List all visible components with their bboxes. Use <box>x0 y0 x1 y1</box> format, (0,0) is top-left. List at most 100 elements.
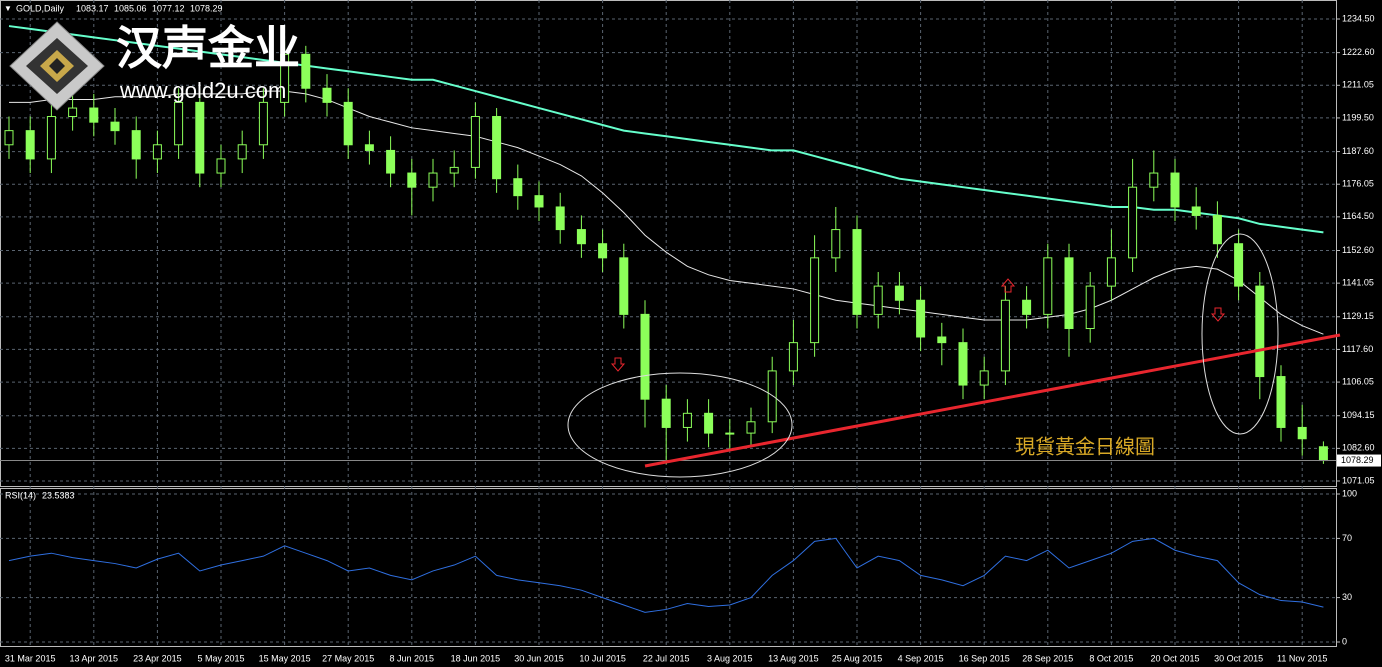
candle-body <box>1149 172 1159 188</box>
y-tick-label: 1071.05 <box>1342 475 1375 485</box>
candle-body <box>301 53 311 89</box>
y-tick-label: 30 <box>1342 592 1352 602</box>
candle-body <box>513 178 523 197</box>
y-tick-label: 1082.60 <box>1342 443 1375 453</box>
candle-body <box>598 243 608 259</box>
y-tick-label: 1176.05 <box>1342 179 1374 189</box>
candle-body <box>470 116 480 168</box>
candle-body <box>258 101 268 146</box>
candle-body <box>810 257 820 344</box>
candle-body <box>831 229 841 259</box>
candle-body <box>46 116 56 160</box>
line <box>9 90 1324 335</box>
candle-body <box>4 130 14 146</box>
main-pane <box>0 0 1337 487</box>
arrow-down <box>610 357 626 372</box>
candle-body <box>555 206 565 231</box>
logo <box>9 21 105 111</box>
x-tick-label: 18 Jun 2015 <box>451 653 501 663</box>
close: 1078.29 <box>190 3 223 13</box>
symbol: GOLD,Daily <box>16 3 65 13</box>
candle-body <box>1255 285 1265 378</box>
brand: 汉声金业 <box>116 22 300 74</box>
candle-body <box>576 229 586 245</box>
candle-body <box>1191 206 1201 216</box>
y-tick-label: 1187.60 <box>1342 146 1374 156</box>
candle-body <box>1085 285 1095 330</box>
candle-body <box>619 257 629 315</box>
candle-body <box>788 342 798 372</box>
candle-body <box>894 285 904 301</box>
ellipse <box>567 372 793 478</box>
candle-body <box>364 144 374 151</box>
x-tick-label: 30 Oct 2015 <box>1214 653 1263 663</box>
candle-body <box>1170 172 1180 208</box>
x-tick-label: 3 Aug 2015 <box>707 653 753 663</box>
candle-body <box>958 342 968 386</box>
candle-body <box>343 101 353 146</box>
candle-body <box>1234 243 1244 287</box>
candle-body <box>428 172 438 188</box>
candle-body <box>852 229 862 315</box>
candle-body <box>237 144 247 160</box>
candle-body <box>1000 299 1010 372</box>
ellipse <box>1201 233 1279 435</box>
y-tick-label: 1234.50 <box>1342 13 1375 23</box>
candle-body <box>1318 446 1328 462</box>
candle-body <box>746 421 756 434</box>
candle-body <box>89 107 99 123</box>
candle-body <box>725 432 735 435</box>
candle-body <box>216 158 226 174</box>
candle-body <box>1297 426 1307 440</box>
rsi-value: 23.5383 <box>42 490 75 500</box>
x-tick-label: 23 Apr 2015 <box>133 653 182 663</box>
y-tick-label: 1117.60 <box>1342 344 1373 354</box>
y-tick-label: 1211.05 <box>1342 80 1374 90</box>
x-tick-label: 16 Sep 2015 <box>959 653 1010 663</box>
x-tick-label: 20 Oct 2015 <box>1150 653 1199 663</box>
candle-body <box>25 130 35 160</box>
candle-body <box>916 299 926 338</box>
x-tick-label: 11 Nov 2015 <box>1277 653 1327 663</box>
candle-body <box>1128 186 1138 259</box>
candle-body <box>1022 299 1032 315</box>
candle-body <box>195 101 205 174</box>
y-tick-label: 1222.60 <box>1342 47 1375 57</box>
candle-body <box>152 144 162 160</box>
line <box>8 537 1324 613</box>
y-tick-label: 1094.15 <box>1342 410 1375 420</box>
y-tick-label: 1164.50 <box>1342 211 1374 221</box>
candle-body <box>640 313 650 400</box>
x-tick-label: 13 Apr 2015 <box>70 653 119 663</box>
x-tick-label: 8 Oct 2015 <box>1089 653 1133 663</box>
candle-body <box>534 195 544 208</box>
candle-body <box>1276 376 1286 428</box>
candle-body <box>1212 214 1222 245</box>
y-tick-label: 1106.05 <box>1342 376 1374 386</box>
high: 1085.06 <box>114 3 147 13</box>
arrow-down <box>1210 307 1226 322</box>
candle-body <box>937 336 947 344</box>
x-tick-label: 13 Aug 2015 <box>768 653 819 663</box>
x-tick-label: 28 Sep 2015 <box>1022 653 1073 663</box>
candle-body <box>704 412 714 434</box>
candle-body <box>449 166 459 174</box>
x-tick-label: 30 Jun 2015 <box>514 653 564 663</box>
y-tick-label: 0 <box>1342 636 1347 646</box>
price-box <box>1337 454 1381 467</box>
y-tick-label: 70 <box>1342 533 1352 543</box>
x-tick-label: 5 May 2015 <box>197 653 244 663</box>
x-tick-label: 10 Jul 2015 <box>579 653 626 663</box>
menu-icon[interactable]: ▼ <box>4 4 12 13</box>
x-tick-label: 25 Aug 2015 <box>832 653 883 663</box>
open: 1083.17 <box>76 3 109 13</box>
candle-body <box>322 87 332 103</box>
arrow-up <box>1000 278 1016 293</box>
line <box>8 25 1324 234</box>
candle-body <box>386 149 396 174</box>
marks: 1234.50 1222.60 1211.05 1199.50 1187.60 1176.… <box>0 13 1381 663</box>
grid <box>0 0 1336 647</box>
